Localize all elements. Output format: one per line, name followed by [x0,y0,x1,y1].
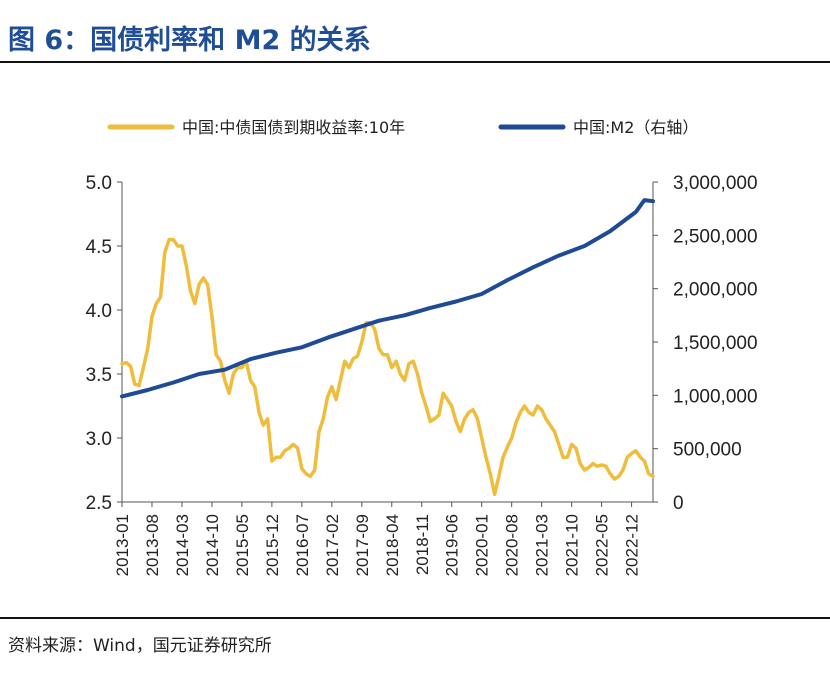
x-tick-label: 2022-05 [593,514,612,576]
x-tick-label: 2020-08 [503,514,522,576]
m2-series-line [120,198,655,399]
x-tick-label: 2016-07 [293,514,312,576]
right-tick-label: 2,000,000 [673,280,758,301]
yield-series-line [120,237,655,497]
x-tick-label: 2021-03 [533,514,552,576]
figure-title: 图 6：国债利率和 M2 的关系 [8,25,371,56]
x-tick-label: 2017-09 [353,514,372,576]
x-tick-label: 2015-05 [233,514,252,576]
x-tick-label: 2013-01 [113,514,132,576]
left-tick-label: 2.5 [86,493,112,514]
x-tick-label: 2021-10 [563,514,582,576]
left-tick-label: 4.0 [86,301,112,322]
title-rule [0,61,830,63]
x-tick-label: 2014-03 [173,514,192,576]
right-tick-label: 3,000,000 [673,173,758,194]
right-tick-label: 1,000,000 [673,386,758,407]
axes: 2.5 3.0 3.5 4.0 4.5 5.0 0 500,000 1,000,000 1,500… [86,173,758,576]
right-tick-label: 2,500,000 [673,226,758,247]
left-tick-label: 4.5 [86,237,112,258]
right-tick-label: 500,000 [673,440,742,461]
left-tick-label: 3.0 [86,429,112,450]
series-lines [120,198,655,497]
source-rule [0,617,830,619]
legend-label-yield: 中国:中债国债到期收益率:10年 [182,118,405,137]
x-tick-label: 2018-04 [383,514,402,576]
right-tick-label: 0 [673,493,684,514]
x-tick-label: 2017-02 [323,514,342,576]
x-tick-label: 2019-06 [443,514,462,576]
left-tick-label: 3.5 [86,365,112,386]
right-tick-label: 1,500,000 [673,333,758,354]
x-tick-label: 2013-08 [143,514,162,576]
x-tick-label: 2020-01 [473,514,492,576]
x-tick-label: 2015-12 [263,514,282,576]
source-note: 资料来源：Wind，国元证券研究所 [8,636,272,656]
x-tick-label: 2022-12 [623,514,642,576]
x-tick-label: 2014-10 [203,514,222,576]
left-tick-label: 5.0 [86,173,112,194]
x-tick-label: 2018-11 [413,514,432,575]
legend: 中国:中债国债到期收益率:10年 中国:M2（右轴） [107,118,698,137]
legend-label-m2: 中国:M2（右轴） [573,118,698,137]
